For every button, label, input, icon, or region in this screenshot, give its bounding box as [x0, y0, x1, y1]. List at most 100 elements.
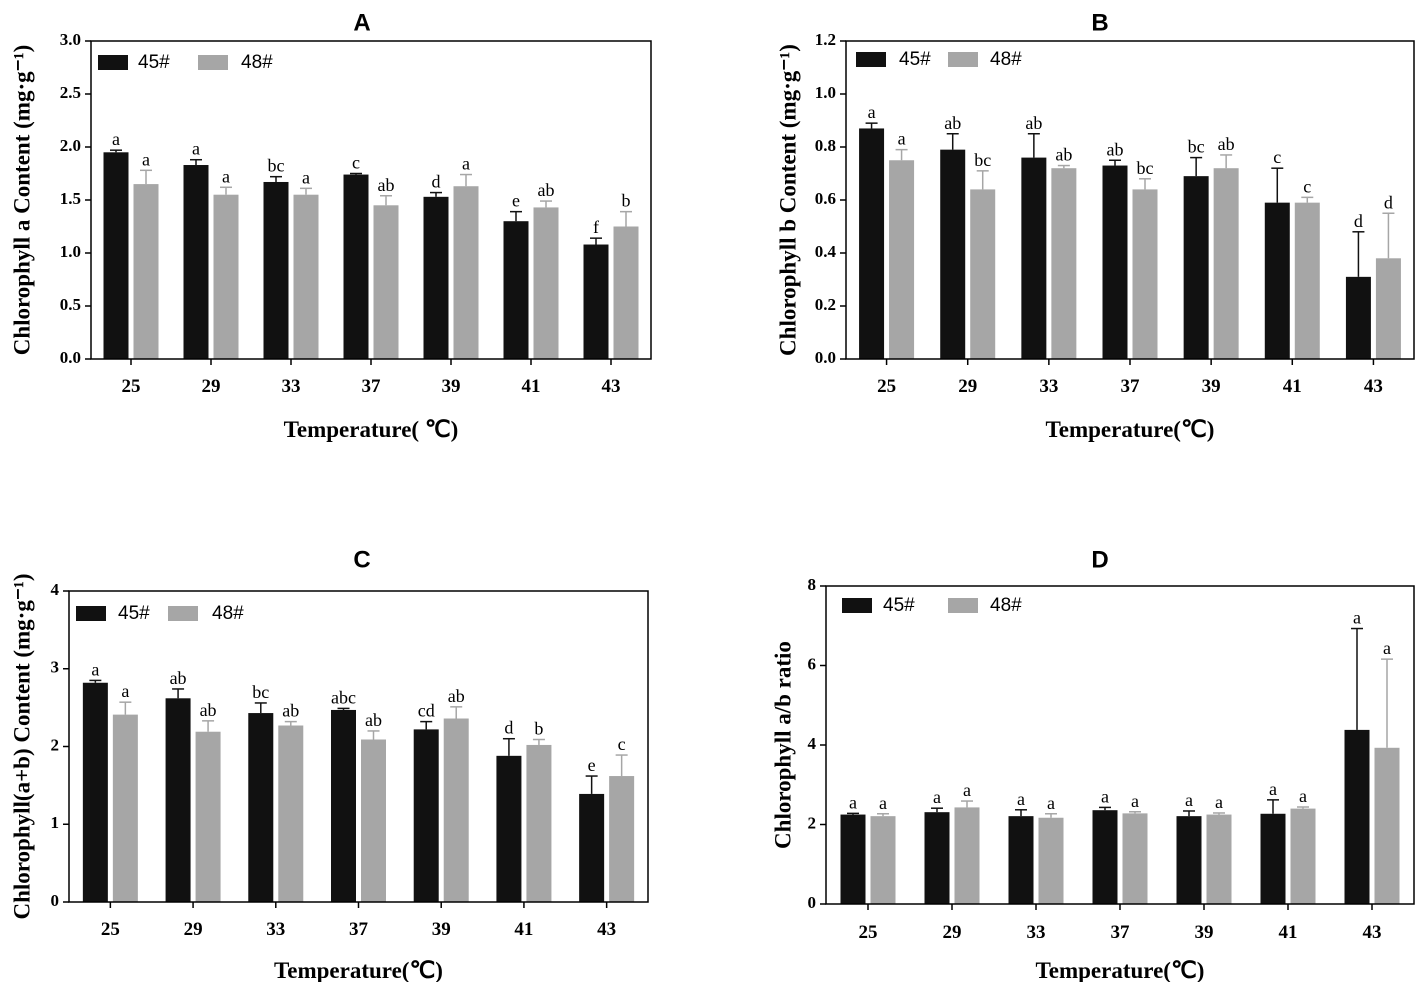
bar-48#-39	[1213, 168, 1239, 359]
x-tick-label: 43	[1364, 376, 1383, 397]
significance-label: b	[622, 191, 631, 211]
bar-45#-33	[1008, 816, 1034, 904]
bar-48#-43	[1374, 747, 1400, 904]
x-tick-label: 25	[859, 922, 878, 943]
y-axis-title: Chlorophyll b Content (mg·g⁻¹)	[775, 44, 800, 356]
bar-45#-29	[165, 698, 191, 902]
bar-48#-37	[1122, 813, 1148, 904]
significance-label: a	[868, 102, 876, 122]
y-tick-label: 3.0	[60, 30, 81, 49]
x-tick-label: 37	[1121, 376, 1141, 397]
legend-swatch	[856, 52, 886, 67]
y-tick-label: 0	[51, 891, 60, 910]
chart-panel-D: Da a a a a a a a a a a a a a 0 2 4 6 8 25 29 33 37 39 41 43 Temper…	[770, 546, 1415, 982]
significance-label: a	[1269, 779, 1277, 799]
x-tick-label: 37	[349, 919, 369, 940]
significance-label: a	[1185, 790, 1193, 810]
significance-label: d	[1354, 211, 1363, 231]
significance-label: cd	[418, 701, 435, 721]
significance-label: ab	[1107, 139, 1124, 159]
y-tick-label: 0.8	[815, 136, 836, 155]
x-tick-label: 39	[1202, 376, 1221, 397]
significance-label: d	[504, 718, 513, 738]
legend-label: 45#	[118, 603, 150, 624]
bar-45#-37	[1102, 165, 1128, 359]
bar-48#-41	[1290, 808, 1316, 904]
x-tick-label: 37	[362, 376, 382, 397]
legend-label: 48#	[212, 603, 244, 624]
bar-45#-43	[583, 244, 609, 359]
significance-label: bc	[252, 682, 269, 702]
significance-label: a	[963, 780, 971, 800]
bar-48#-25	[112, 714, 138, 902]
y-axis-title: Chlorophyll a/b ratio	[770, 641, 795, 849]
y-tick-label: 3	[51, 658, 60, 677]
y-tick-label: 0	[808, 893, 817, 912]
significance-label: a	[1047, 793, 1055, 813]
significance-label: a	[1017, 789, 1025, 809]
x-tick-label: 41	[514, 919, 533, 940]
y-axis-title: Chlorophyll a Content (mg·g⁻¹)	[9, 45, 34, 356]
x-tick-label: 43	[602, 376, 621, 397]
bar-48#-37	[1132, 189, 1158, 359]
significance-label: a	[933, 787, 941, 807]
legend-label: 48#	[990, 595, 1022, 616]
legend-swatch	[168, 606, 198, 621]
x-tick-label: 29	[943, 922, 962, 943]
y-tick-label: 0.0	[60, 348, 81, 367]
bar-45#-39	[1176, 816, 1202, 904]
y-axis-title: Chlorophyll(a+b) Content (mg·g⁻¹)	[9, 573, 34, 919]
bar-48#-29	[195, 731, 221, 902]
legend-swatch	[98, 55, 128, 70]
bar-45#-33	[248, 713, 274, 902]
significance-label: a	[879, 793, 887, 813]
bar-48#-43	[1375, 258, 1401, 359]
significance-label: d	[1384, 192, 1393, 212]
significance-label: c	[1303, 176, 1311, 196]
significance-label: ab	[200, 700, 217, 720]
bar-45#-41	[496, 755, 522, 902]
significance-label: a	[91, 659, 99, 679]
legend-label: 45#	[899, 49, 931, 70]
bar-45#-37	[343, 174, 369, 359]
x-tick-label: 29	[184, 919, 203, 940]
panel-title: C	[353, 546, 370, 573]
significance-label: a	[1215, 792, 1223, 812]
bar-45#-29	[183, 165, 209, 359]
x-tick-label: 29	[202, 376, 221, 397]
bar-45#-39	[423, 196, 449, 359]
bar-48#-41	[526, 744, 552, 902]
significance-label: a	[898, 129, 906, 149]
y-tick-label: 0.6	[815, 189, 836, 208]
significance-label: ab	[1025, 113, 1042, 133]
plot-frame	[68, 590, 649, 903]
significance-label: ab	[378, 175, 395, 195]
significance-label: bc	[1188, 137, 1205, 157]
significance-label: c	[618, 734, 626, 754]
legend-swatch	[198, 55, 228, 70]
x-tick-label: 33	[1039, 376, 1058, 397]
bar-45#-37	[1092, 810, 1118, 904]
bar-48#-33	[1051, 168, 1077, 359]
bar-48#-29	[213, 194, 239, 359]
bar-45#-41	[1260, 813, 1286, 904]
x-tick-label: 25	[101, 919, 120, 940]
bar-48#-25	[889, 160, 915, 359]
bar-45#-29	[924, 812, 950, 904]
bar-48#-43	[609, 776, 635, 902]
significance-label: c	[1273, 147, 1281, 167]
bar-48#-41	[1294, 202, 1320, 359]
plot-frame	[845, 40, 1415, 360]
x-axis-title: Temperature( ℃)	[284, 417, 459, 442]
x-tick-label: 29	[958, 376, 977, 397]
significance-label: b	[534, 719, 543, 739]
y-tick-label: 1.2	[815, 30, 836, 49]
bar-48#-33	[278, 725, 304, 902]
x-tick-label: 39	[442, 376, 461, 397]
panel-title: D	[1091, 546, 1108, 573]
significance-label: d	[432, 172, 441, 192]
significance-label: e	[588, 755, 596, 775]
